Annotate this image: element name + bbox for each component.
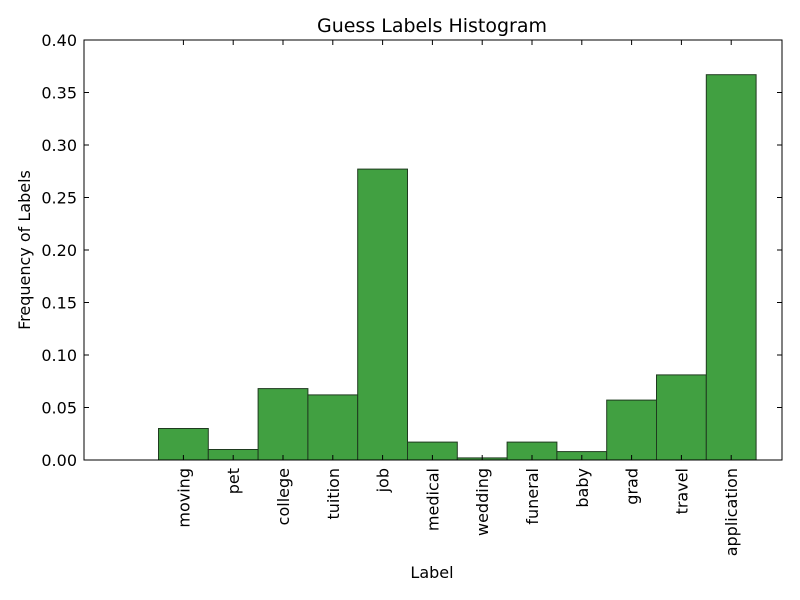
y-tick-label: 0.35 bbox=[41, 84, 77, 103]
x-axis-ticks: moving pet college tuition job medical wedding… bbox=[174, 40, 741, 556]
bar-travel bbox=[656, 374, 707, 461]
y-tick-label: 0.40 bbox=[41, 31, 77, 50]
bar-college bbox=[257, 388, 309, 461]
chart-title: Guess Labels Histogram bbox=[317, 15, 547, 37]
x-tick-label-moving: moving bbox=[174, 468, 193, 528]
bar-application bbox=[705, 74, 757, 461]
x-tick-label-application: application bbox=[722, 468, 741, 556]
y-tick-label: 0.05 bbox=[41, 399, 77, 418]
bar-grad bbox=[606, 399, 658, 461]
x-tick-label-medical: medical bbox=[423, 468, 442, 531]
y-axis-title: Frequency of Labels bbox=[15, 170, 34, 330]
x-tick-label-grad: grad bbox=[623, 468, 642, 505]
bar-tuition bbox=[307, 394, 359, 461]
x-tick-label-pet: pet bbox=[224, 468, 243, 494]
x-tick-label-college: college bbox=[274, 468, 293, 525]
bar-job bbox=[357, 168, 409, 461]
x-tick-label-travel: travel bbox=[672, 468, 691, 514]
x-tick-label-tuition: tuition bbox=[324, 468, 343, 520]
x-tick-label-job: job bbox=[374, 468, 393, 493]
y-axis-ticks: 0.00 0.05 0.10 0.15 0.20 0.25 0.30 0.35 0.40 bbox=[41, 31, 782, 470]
x-axis-title: Label bbox=[410, 563, 453, 582]
y-tick-label: 0.15 bbox=[41, 294, 77, 313]
bars-group bbox=[158, 74, 757, 461]
x-tick-label-wedding: wedding bbox=[473, 468, 492, 536]
y-tick-label: 0.00 bbox=[41, 451, 77, 470]
y-tick-label: 0.30 bbox=[41, 136, 77, 155]
bar-moving bbox=[158, 428, 209, 461]
plot-frame bbox=[83, 39, 783, 461]
y-tick-label: 0.20 bbox=[41, 241, 77, 260]
y-tick-label: 0.25 bbox=[41, 189, 77, 208]
x-tick-label-funeral: funeral bbox=[523, 468, 542, 525]
x-tick-label-baby: baby bbox=[573, 468, 592, 508]
y-tick-label: 0.10 bbox=[41, 346, 77, 365]
